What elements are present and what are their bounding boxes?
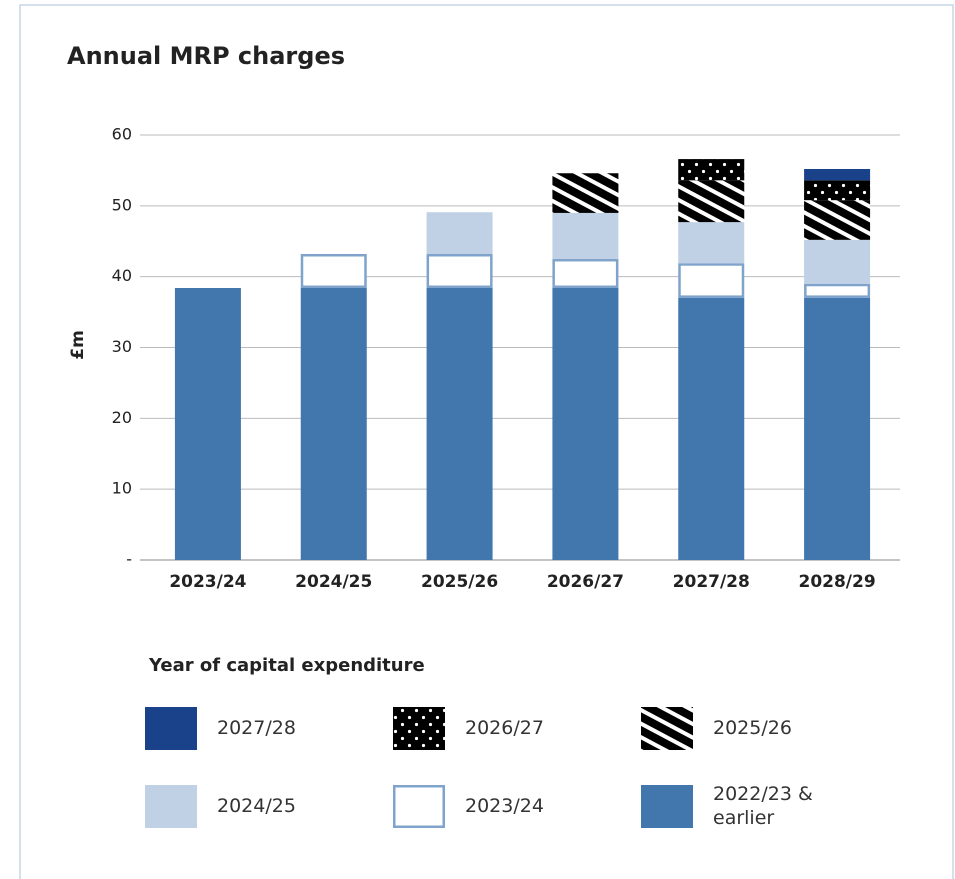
bar-segment (804, 169, 871, 181)
legend-swatch (393, 785, 445, 828)
bar-segment (804, 283, 871, 298)
bar-segment (300, 254, 367, 288)
bar-segment (552, 212, 619, 259)
chart-title: Annual MRP charges (67, 42, 345, 70)
legend-title: Year of capital expenditure (148, 655, 425, 676)
x-tick-label: 2024/25 (295, 572, 372, 592)
bar-segment (804, 180, 871, 201)
bar-segment (552, 258, 619, 289)
bar-segment (804, 297, 871, 560)
legend-label: 2025/26 (713, 717, 792, 739)
legend-swatch (641, 785, 693, 828)
legend-swatch (393, 707, 445, 750)
bar-segment (678, 297, 745, 560)
bar-segment (804, 239, 871, 284)
legend-label: 2022/23 & earlier (713, 783, 813, 829)
legend-label: 2026/27 (465, 717, 544, 739)
bar-segment (300, 288, 367, 560)
y-tick-label: - (126, 550, 132, 569)
x-tick-label: 2023/24 (169, 572, 246, 592)
y-tick-label: 10 (112, 479, 132, 498)
bar-segment (426, 212, 493, 254)
legend-swatch (641, 707, 693, 750)
y-axis-label: £m (68, 330, 88, 360)
legend-swatch (145, 785, 197, 828)
x-tick-label: 2026/27 (547, 572, 624, 592)
y-tick-label: 30 (112, 337, 132, 356)
legend-swatch (145, 707, 197, 750)
y-tick-label: 60 (112, 125, 132, 144)
bar-segment (426, 288, 493, 560)
bar-segment (174, 288, 241, 560)
bar-segment (426, 254, 493, 288)
legend-label: 2027/28 (217, 717, 296, 739)
y-tick-label: 20 (112, 408, 132, 427)
bar-segment (804, 200, 871, 240)
y-tick-label: 50 (112, 195, 132, 214)
bar-segment (678, 222, 745, 264)
bar-segment (678, 180, 745, 223)
x-tick-label: 2028/29 (798, 572, 875, 592)
card-border (19, 4, 954, 879)
x-tick-label: 2027/28 (673, 572, 750, 592)
x-tick-label: 2025/26 (421, 572, 498, 592)
bar-segment (552, 173, 619, 213)
y-tick-label: 40 (112, 266, 132, 285)
bar-segment (678, 159, 745, 181)
bar-segment (552, 288, 619, 560)
legend-label: 2024/25 (217, 795, 296, 817)
legend-label: 2023/24 (465, 795, 544, 817)
bar-segment (678, 263, 745, 298)
